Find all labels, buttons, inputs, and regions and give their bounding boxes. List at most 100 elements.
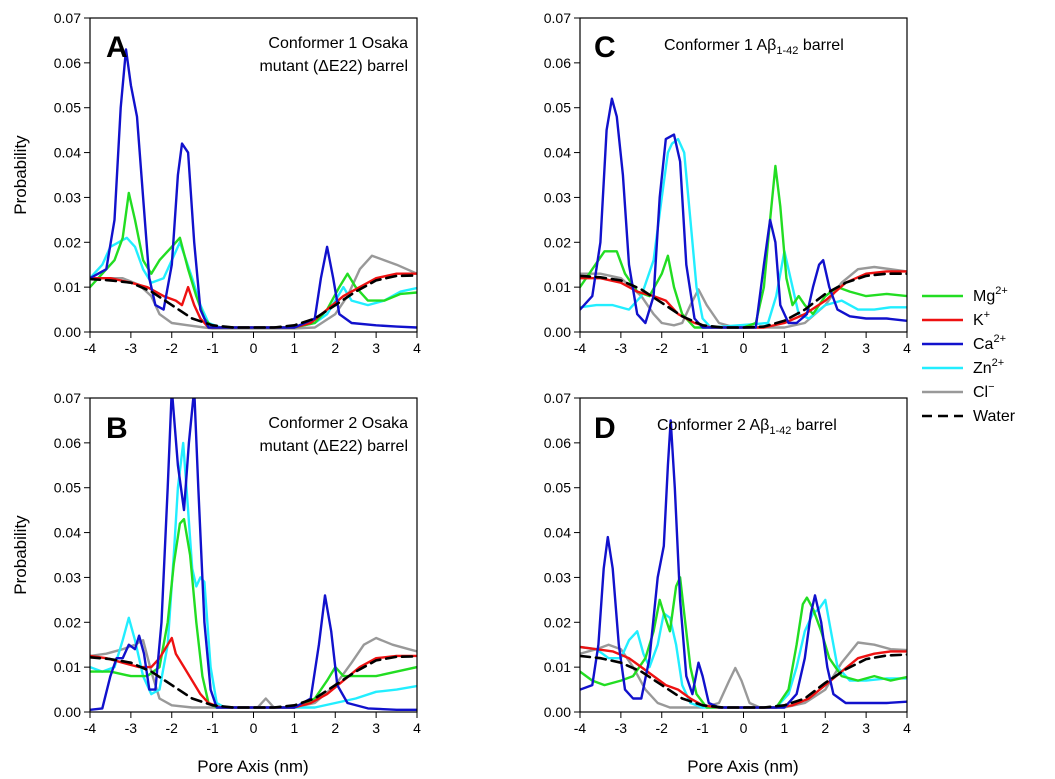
panel-title-c-tail: barrel — [798, 37, 843, 54]
xtick-label-a: 1 — [290, 340, 298, 356]
xtick-label-a: -1 — [206, 340, 219, 356]
series-group-c — [580, 97, 907, 329]
xtick-label-c: 4 — [903, 340, 911, 356]
ylabel-top: Probability — [11, 135, 30, 215]
series-k-a — [90, 272, 417, 329]
panel-title-d-tail: barrel — [791, 417, 836, 434]
xlabel-left: Pore Axis (nm) — [197, 757, 308, 776]
panel-title-c-sub: 1-42 — [776, 45, 798, 57]
ytick-label-a: 0.07 — [54, 10, 81, 26]
ytick-label-c: 0.05 — [544, 100, 571, 116]
series-cl-b — [90, 636, 417, 709]
panel-c: -4 -3 -2 -1 0 1 2 3 4 0.00 0.01 0.02 0.03 0.04 0.05 0.0… — [544, 10, 911, 356]
legend-label-cl: Cl− — [973, 381, 995, 401]
xtick-label-a: 2 — [331, 340, 339, 356]
ytick-label-c: 0.04 — [544, 145, 571, 161]
xtick-label-a: 4 — [413, 340, 421, 356]
series-cl-d — [580, 641, 907, 709]
ytick-label-a: 0.01 — [54, 279, 81, 295]
xtick-label-d: 0 — [740, 720, 748, 736]
series-group-d — [580, 419, 907, 709]
series-ca-b — [90, 398, 417, 711]
ytick-label-b: 0.07 — [54, 390, 81, 406]
ytick-label-a: 0.06 — [54, 55, 81, 71]
xtick-label-d: 3 — [862, 720, 870, 736]
legend-label-k: K+ — [973, 309, 990, 329]
panel-letter-d: D — [594, 412, 616, 445]
xtick-label-a: -2 — [166, 340, 179, 356]
series-cl-a — [90, 254, 417, 330]
xtick-label-d: -4 — [574, 720, 587, 736]
series-ca-c — [580, 97, 907, 329]
panel-title-c-main: Conformer 1 Aβ — [664, 37, 776, 54]
xtick-label-c: -3 — [615, 340, 628, 356]
xtick-label-c: -2 — [656, 340, 669, 356]
ytick-label-d: 0.06 — [544, 435, 571, 451]
xtick-label-b: 0 — [250, 720, 258, 736]
ytick-label-d: 0.03 — [544, 569, 571, 585]
panel-title-c: Conformer 1 Aβ1-42 barrel — [664, 37, 844, 57]
panel-letter-b: B — [106, 412, 128, 445]
xtick-label-a: 3 — [372, 340, 380, 356]
xtick-label-b: -2 — [166, 720, 179, 736]
ytick-label-a: 0.05 — [54, 100, 81, 116]
xtick-label-c: 1 — [780, 340, 788, 356]
ylabel-bottom: Probability — [11, 515, 30, 595]
ytick-label-b: 0.02 — [54, 614, 81, 630]
xtick-label-a: 0 — [250, 340, 258, 356]
series-zn-b — [90, 441, 417, 709]
ytick-label-b: 0.03 — [54, 569, 81, 585]
legend-label-ca: Ca2+ — [973, 333, 1006, 353]
panel-title-d: Conformer 2 Aβ1-42 barrel — [657, 417, 837, 437]
series-zn-c — [580, 137, 907, 329]
ytick-label-d: 0.01 — [544, 659, 571, 675]
ytick-label-b: 0.05 — [54, 480, 81, 496]
panel-title-b-line2: mutant (ΔE22) barrel — [259, 438, 408, 455]
ytick-label-d: 0.04 — [544, 525, 571, 541]
ytick-label-d: 0.00 — [544, 704, 571, 720]
xtick-label-a: -4 — [84, 340, 97, 356]
panel-title-a-line2: mutant (ΔE22) barrel — [259, 58, 408, 75]
panel-a: -4 -3 -2 -1 0 1 2 3 4 0.00 0.01 0.02 0.03 0.04 0.05 0.0… — [54, 10, 421, 356]
xtick-label-b: -4 — [84, 720, 97, 736]
series-mg-a — [90, 191, 417, 329]
ytick-label-c: 0.02 — [544, 234, 571, 250]
ytick-label-d: 0.07 — [544, 390, 571, 406]
series-mg-b — [90, 517, 417, 709]
panel-title-d-main: Conformer 2 Aβ — [657, 417, 769, 434]
ytick-label-b: 0.00 — [54, 704, 81, 720]
panel-b: -4 -3 -2 -1 0 1 2 3 4 0.00 0.01 0.02 0.03 0.04 0.05 0.0… — [54, 390, 421, 736]
xtick-label-d: 1 — [780, 720, 788, 736]
legend-label-water: Water — [973, 408, 1016, 425]
panel-d: -4 -3 -2 -1 0 1 2 3 4 0.00 0.01 0.02 0.03 0.04 0.05 0.0… — [544, 390, 911, 736]
ytick-label-c: 0.07 — [544, 10, 571, 26]
xtick-label-c: -1 — [696, 340, 709, 356]
ytick-label-a: 0.00 — [54, 324, 81, 340]
legend: Mg2+ K+ Ca2+ Zn2+ Cl− Water — [922, 285, 1016, 425]
series-k-b — [90, 636, 417, 709]
ytick-label-d: 0.02 — [544, 614, 571, 630]
panel-title-b-line1: Conformer 2 Osaka — [268, 415, 408, 432]
ytick-label-b: 0.06 — [54, 435, 81, 451]
ytick-label-c: 0.03 — [544, 189, 571, 205]
xtick-label-b: -1 — [206, 720, 219, 736]
series-mg-d — [580, 576, 907, 709]
xtick-label-b: -3 — [125, 720, 138, 736]
xtick-label-c: 0 — [740, 340, 748, 356]
xtick-label-d: -3 — [615, 720, 628, 736]
xtick-label-b: 2 — [331, 720, 339, 736]
panel-title-d-sub: 1-42 — [769, 425, 791, 437]
panel-letter-a: A — [106, 31, 128, 64]
series-group-b — [90, 398, 417, 711]
ytick-label-a: 0.04 — [54, 145, 81, 161]
series-water-b — [90, 655, 417, 709]
legend-label-mg: Mg2+ — [973, 285, 1008, 305]
panel-title-a-line1: Conformer 1 Osaka — [268, 35, 408, 52]
series-water-c — [580, 272, 907, 329]
ytick-label-b: 0.01 — [54, 659, 81, 675]
xtick-label-d: 4 — [903, 720, 911, 736]
panel-letter-c: C — [594, 31, 616, 64]
series-zn-d — [580, 598, 907, 709]
xtick-label-b: 1 — [290, 720, 298, 736]
